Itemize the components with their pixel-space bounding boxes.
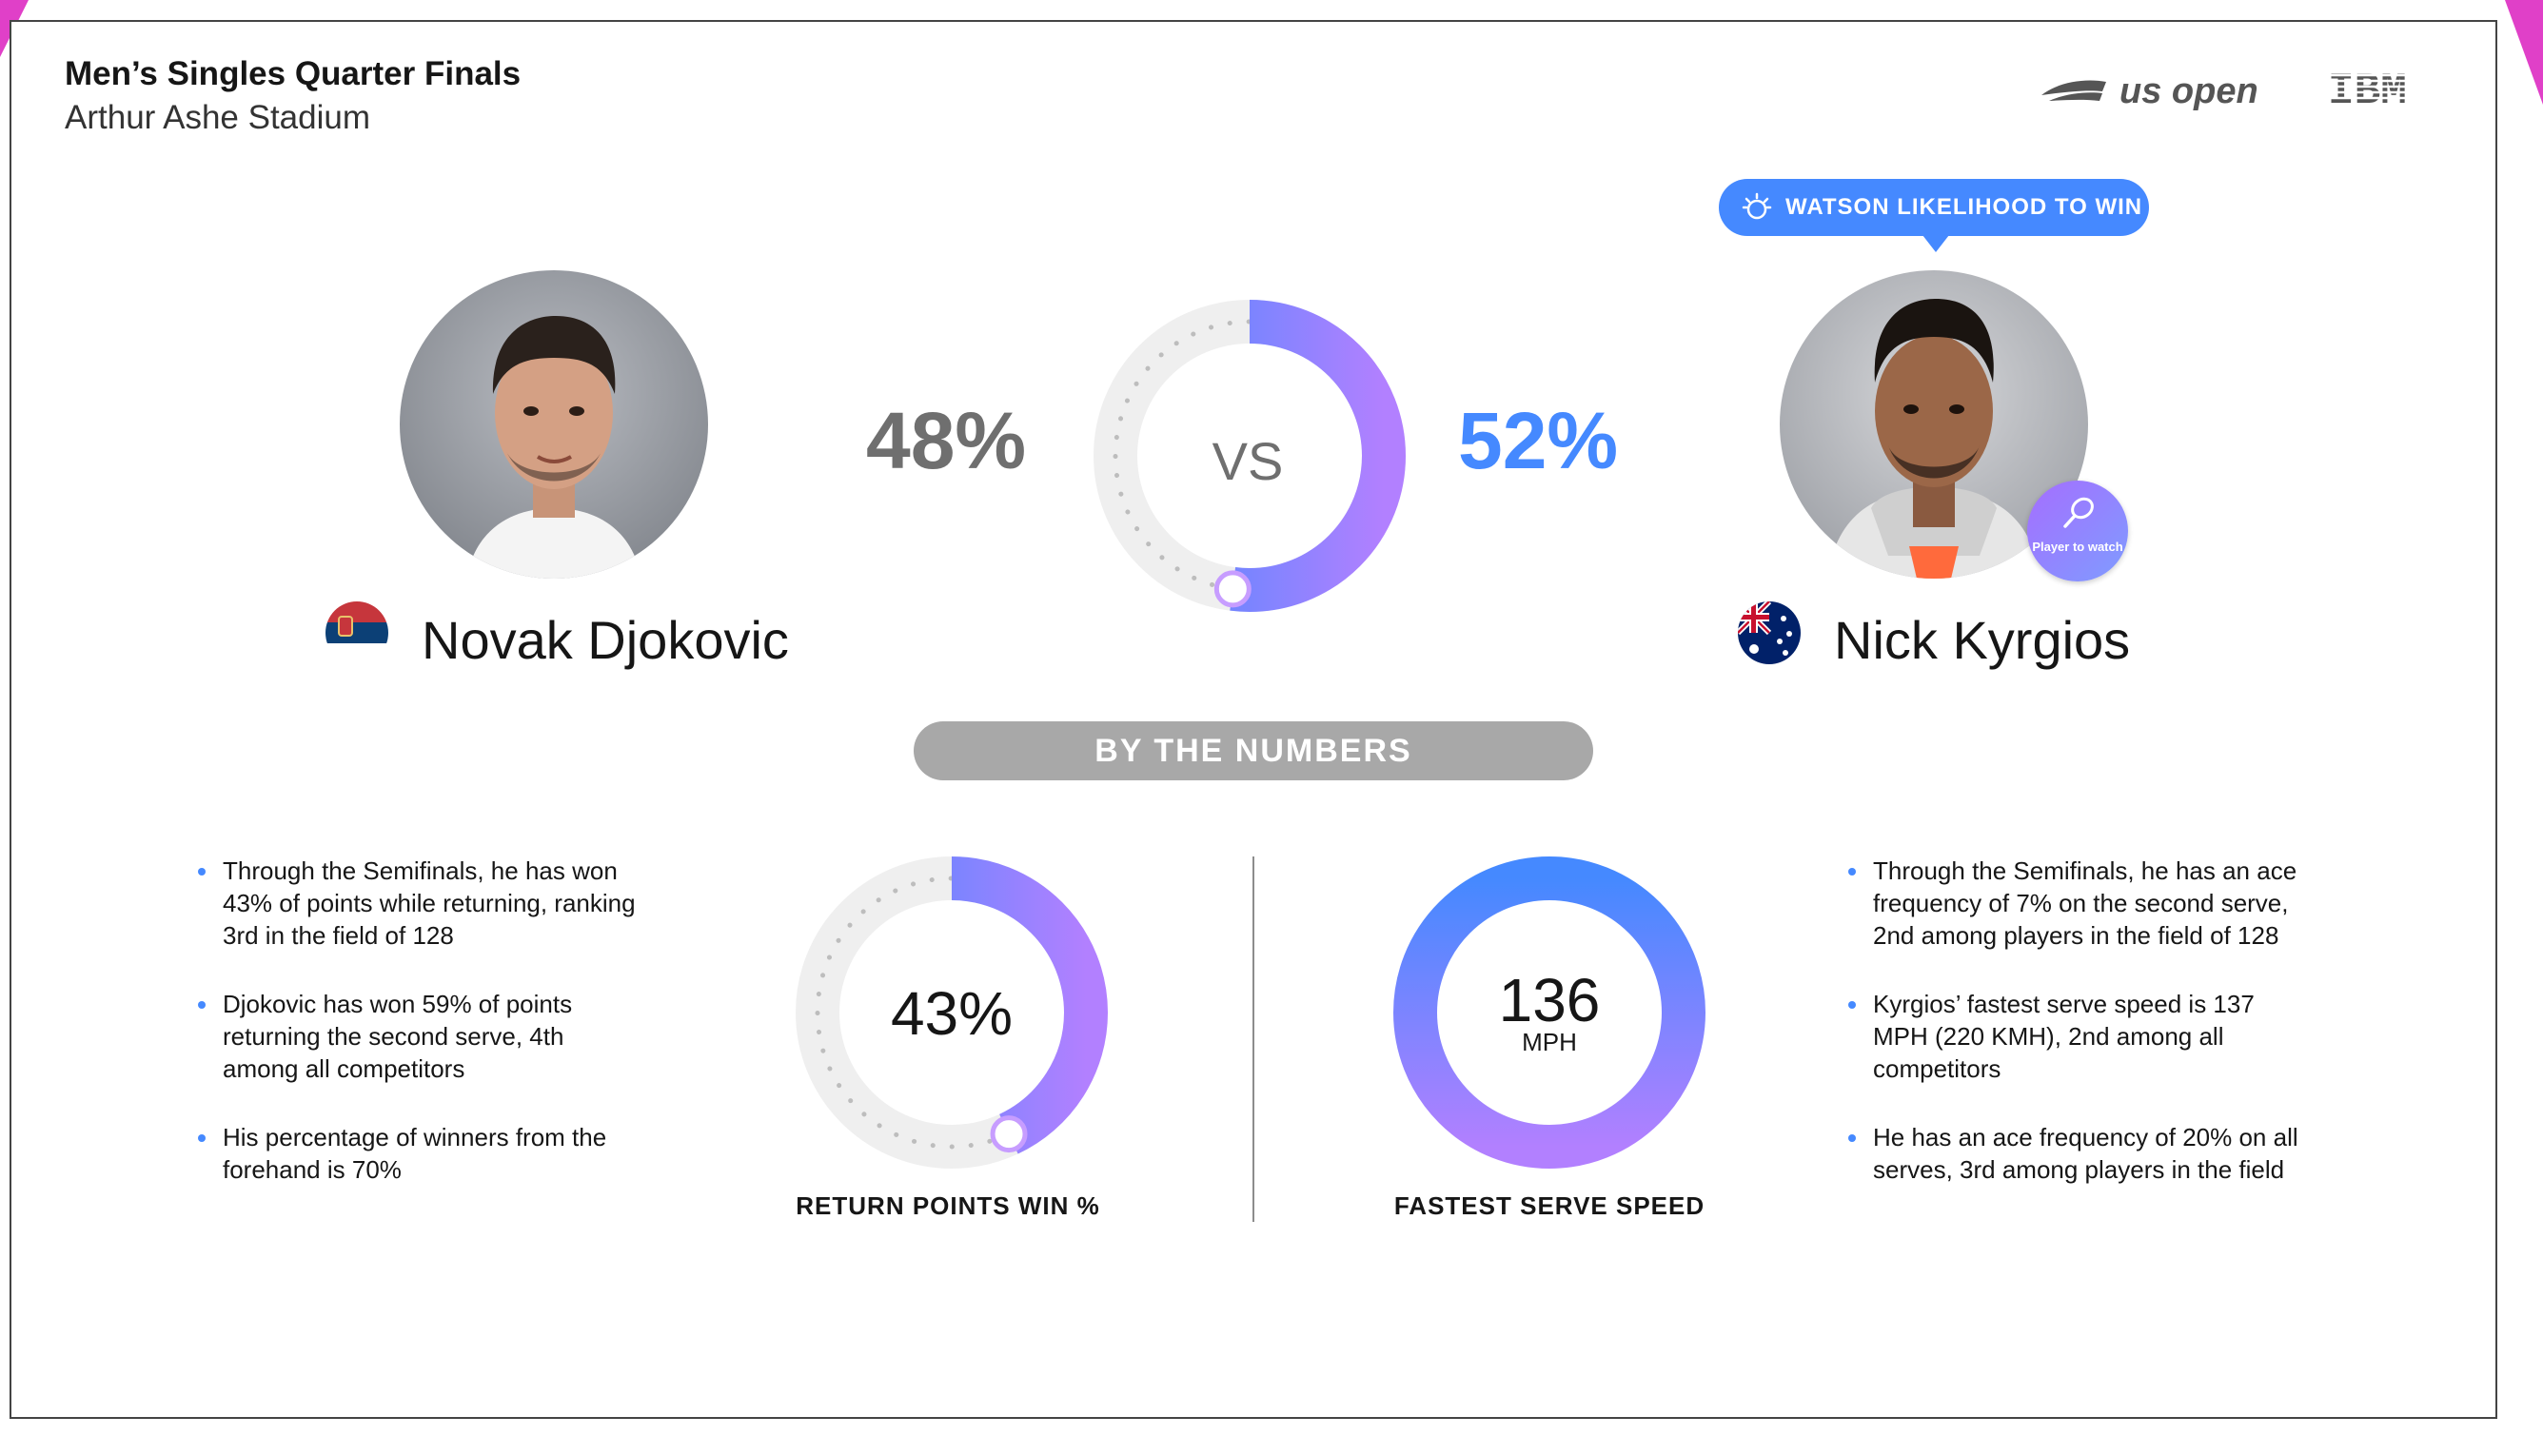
serbia-flag-icon [325,601,388,664]
player-to-watch-label: Player to watch [2032,540,2123,554]
right-player-facts: Through the Semifinals, he has an ace fr… [1844,855,2311,1222]
fact-item: He has an ace frequency of 20% on all se… [1844,1121,2311,1186]
ibm-logo: IBM [2328,67,2425,116]
left-win-likelihood: 48% [866,396,1027,485]
watson-likelihood-bubble: WATSON LIKELIHOOD TO WIN [1719,179,2149,236]
usopen-logo-text: us open [2119,71,2258,111]
fact-item: Kyrgios’ fastest serve speed is 137 MPH … [1844,988,2311,1085]
stats-divider [1252,856,1254,1222]
usopen-logo: us open [2041,71,2258,111]
section-title-by-the-numbers: BY THE NUMBERS [914,721,1593,780]
return-points-ring [796,856,1108,1169]
fact-item: Djokovic has won 59% of points returning… [194,988,641,1085]
return-ring-arc [796,856,1108,1169]
fastest-serve-ring [1393,856,1705,1169]
fastest-serve-label: FASTEST SERVE SPEED [1393,1191,1705,1220]
return-points-label: RETURN POINTS WIN % [796,1191,1100,1220]
watson-likelihood-label: WATSON LIKELIHOOD TO WIN [1785,194,2143,220]
player-to-watch-badge: Player to watch [2027,481,2128,581]
venue-subtitle: Arthur Ashe Stadium [65,99,370,136]
watson-icon [1742,192,1772,220]
win-likelihood-ring [1094,300,1406,612]
fastest-serve-unit: MPH [1522,1028,1577,1056]
bubble-pointer [1922,235,1949,252]
djokovic-avatar [400,270,708,579]
fact-item: Through the Semifinals, he has an ace fr… [1844,855,2311,952]
left-player-facts: Through the Semifinals, he has won 43% o… [194,855,641,1222]
fact-item: His percentage of winners from the foreh… [194,1121,641,1186]
return-points-value: 43% [890,979,1014,1048]
decor-corner-right [2505,0,2543,105]
serve-ring-arc [1393,856,1705,1169]
vs-label: VS [1212,431,1284,491]
fact-item: Through the Semifinals, he has won 43% o… [194,855,641,952]
left-player-name: Novak Djokovic [422,610,789,670]
tennis-racket-icon [2063,497,2094,528]
australia-flag-icon [1738,601,1801,664]
fastest-serve-value: 136 [1498,966,1601,1034]
page-title: Men’s Singles Quarter Finals [65,55,522,92]
ring-knob [1213,570,1252,608]
right-player-name: Nick Kyrgios [1834,610,2131,670]
right-win-likelihood: 52% [1458,396,1619,485]
return-ring-knob [990,1115,1028,1153]
